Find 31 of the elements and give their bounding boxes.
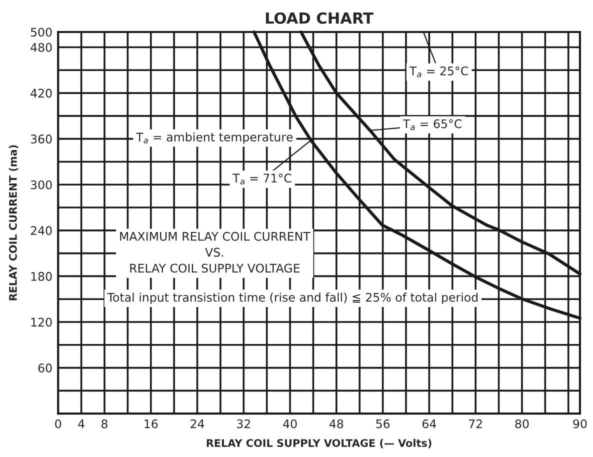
x-tick-label: 80	[515, 419, 529, 428]
annotation: T$_{a}$ = 71°C	[232, 174, 292, 184]
x-tick-label: 24	[190, 419, 204, 428]
x-tick-label: 32	[237, 419, 250, 428]
annotation: Total input transistion time (rise and fall) ≦ 25% of total period	[107, 292, 478, 304]
y-tick-label: 420	[30, 88, 52, 98]
x-tick-label: 48	[329, 419, 344, 428]
y-tick-label: 300	[30, 180, 52, 190]
y-tick-label: 360	[30, 134, 52, 144]
x-tick-label: 8	[102, 419, 108, 428]
y-tick-label: 120	[31, 318, 52, 327]
annotation: T$_{a}$ = 65°C	[402, 119, 462, 130]
x-axis-title: RELAY COIL SUPPLY VOLTAGE (— Volts)	[206, 438, 432, 448]
y-axis-title: RELAY COIL CURRENT (ma)	[8, 145, 18, 300]
y-tick-label: 500	[30, 28, 52, 37]
y-tick-label: 180	[31, 272, 52, 281]
x-tick-label: 64	[422, 419, 436, 428]
x-tick-label: 90	[573, 419, 587, 428]
annotation: MAXIMUM RELAY COIL CURRENT VS. RELAY COIL SUPPLY VOLTAGE	[120, 232, 310, 273]
x-tick-label: 16	[144, 419, 158, 428]
y-tick-label: 480	[30, 42, 52, 52]
x-tick-label: 4	[78, 420, 84, 428]
x-tick-label: 72	[469, 419, 482, 428]
x-tick-label: 56	[376, 419, 390, 428]
annotation: T$_{a}$ = ambient temperature	[136, 132, 293, 144]
y-tick-label: 60	[38, 364, 52, 372]
y-tick-label: 240	[30, 226, 52, 236]
chart-title: LOAD CHART	[266, 12, 374, 24]
x-tick-label: 0	[55, 419, 62, 428]
annotation: T$_{a}$ = 25°C	[409, 66, 468, 78]
x-tick-label: 40	[283, 419, 297, 428]
